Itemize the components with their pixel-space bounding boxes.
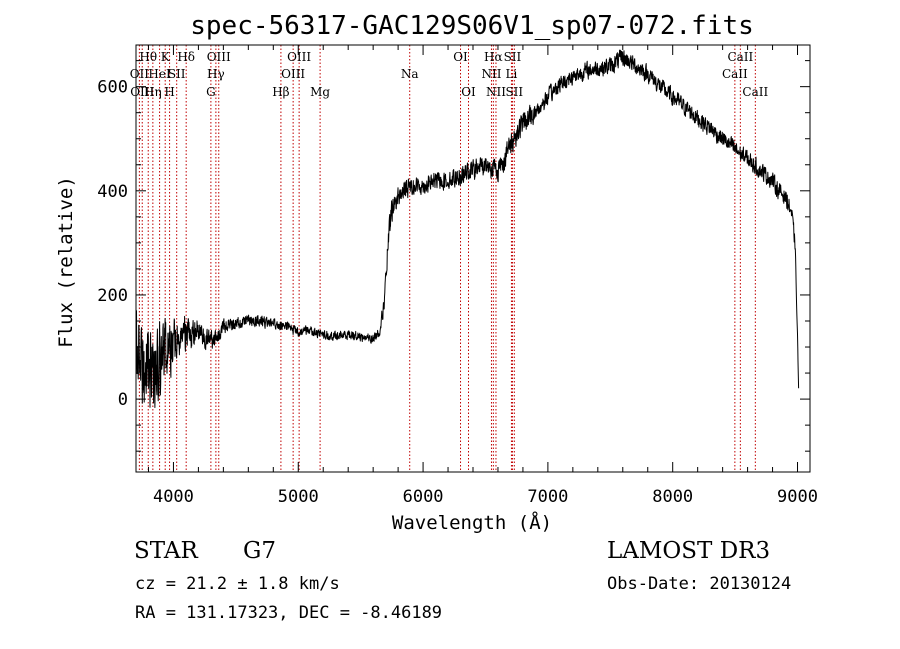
coordinates-readout: RA = 131.17323, DEC = -8.46189 — [135, 603, 443, 623]
y-tick-label: 600 — [97, 78, 128, 98]
reference-line-label: Hβ — [272, 85, 289, 99]
reference-line-label: OII — [130, 67, 150, 81]
reference-line-label: NII — [481, 67, 501, 81]
reference-line-label: OI — [453, 50, 468, 64]
y-tick-label: 400 — [97, 182, 128, 202]
observation-date: Obs-Date: 20130124 — [607, 574, 792, 594]
x-axis-label: Wavelength (Å) — [392, 511, 552, 534]
survey-name: LAMOST DR3 — [607, 538, 771, 564]
reference-line-label: Hδ — [177, 50, 195, 64]
x-tick-label: 4000 — [153, 487, 194, 507]
plot-frame — [135, 44, 811, 473]
redshift-readout: cz = 21.2 ± 1.8 km/s — [135, 574, 340, 594]
reference-line-label: Hα — [484, 50, 503, 64]
reference-line-labels: OIIOIIIHθHηHeIKHSIIHδGHγOIIIHβOIIIOIIIMg… — [130, 50, 769, 99]
object-class: STAR — [134, 538, 198, 564]
reference-line-label: CaII — [727, 50, 753, 64]
chart-title: spec-56317-GAC129S06V1_sp07-072.fits — [190, 11, 754, 41]
reference-line-label: SII — [505, 85, 523, 99]
reference-line-label: OI — [461, 85, 476, 99]
reference-line-label: NII — [486, 85, 506, 99]
x-axis-ticks: 4000 5000 6000 7000 8000 9000 — [147, 45, 818, 507]
reference-line-label: OIII — [207, 50, 231, 64]
reference-line-label: SII — [168, 67, 186, 81]
x-tick-label: 6000 — [403, 487, 444, 507]
y-axis-ticks: 0 200 400 600 — [97, 60, 810, 452]
reference-line-label: Na — [401, 67, 419, 81]
spectrum-line — [135, 49, 800, 408]
reference-line-label: Mg — [310, 85, 330, 99]
reference-line-label: OIII — [281, 67, 305, 81]
x-tick-label: 9000 — [777, 487, 818, 507]
reference-line-label: Hγ — [207, 67, 225, 81]
reference-line-label: K — [161, 50, 171, 64]
reference-line-label: HeI — [148, 67, 171, 81]
reference-line-label: G — [206, 85, 216, 99]
spectral-subclass: G7 — [243, 538, 277, 564]
x-tick-label: 7000 — [527, 487, 568, 507]
y-axis-label: Flux (relative) — [55, 176, 77, 348]
reference-line-label: H — [164, 85, 174, 99]
y-tick-label: 0 — [118, 390, 128, 410]
reference-line-label: Li — [506, 67, 518, 81]
reference-line-label: CaII — [742, 85, 768, 99]
x-tick-label: 5000 — [278, 487, 319, 507]
reference-line-label: OIII — [287, 50, 311, 64]
reference-line-label: CaII — [722, 67, 748, 81]
y-tick-label: 200 — [97, 286, 128, 306]
x-tick-label: 8000 — [652, 487, 693, 507]
reference-line-label: SII — [504, 50, 522, 64]
reference-line-label: Hη — [144, 85, 162, 99]
reference-line-label: Hθ — [139, 50, 157, 64]
reference-lines — [138, 45, 756, 472]
